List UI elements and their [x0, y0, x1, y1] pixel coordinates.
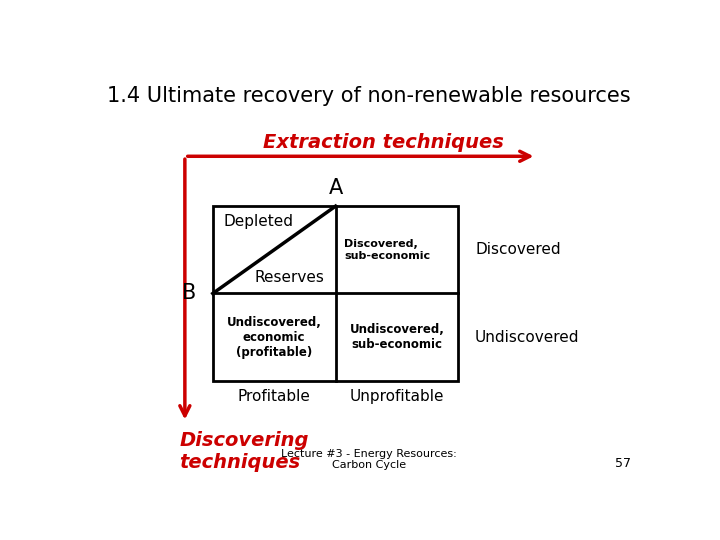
Text: Undiscovered,
economic
(profitable): Undiscovered, economic (profitable) [227, 316, 322, 359]
Text: Unprofitable: Unprofitable [350, 389, 444, 404]
Text: Undiscovered,
sub-economic: Undiscovered, sub-economic [349, 323, 444, 351]
Text: B: B [181, 284, 196, 303]
Text: Reserves: Reserves [254, 270, 324, 285]
Text: Profitable: Profitable [238, 389, 310, 404]
Text: A: A [328, 178, 343, 198]
Text: Discovered: Discovered [475, 242, 561, 258]
Text: Depleted: Depleted [224, 214, 294, 230]
Text: Lecture #3 - Energy Resources:
Carbon Cycle: Lecture #3 - Energy Resources: Carbon Cy… [281, 449, 457, 470]
Bar [213, 206, 459, 381]
Text: Undiscovered: Undiscovered [475, 329, 580, 345]
Text: Discovering
techniques: Discovering techniques [179, 431, 309, 472]
Text: 1.4 Ultimate recovery of non-renewable resources: 1.4 Ultimate recovery of non-renewable r… [107, 85, 631, 106]
Text: 57: 57 [616, 457, 631, 470]
Text: Extraction techniques: Extraction techniques [263, 133, 503, 152]
Text: Discovered,
sub-economic: Discovered, sub-economic [344, 239, 430, 261]
